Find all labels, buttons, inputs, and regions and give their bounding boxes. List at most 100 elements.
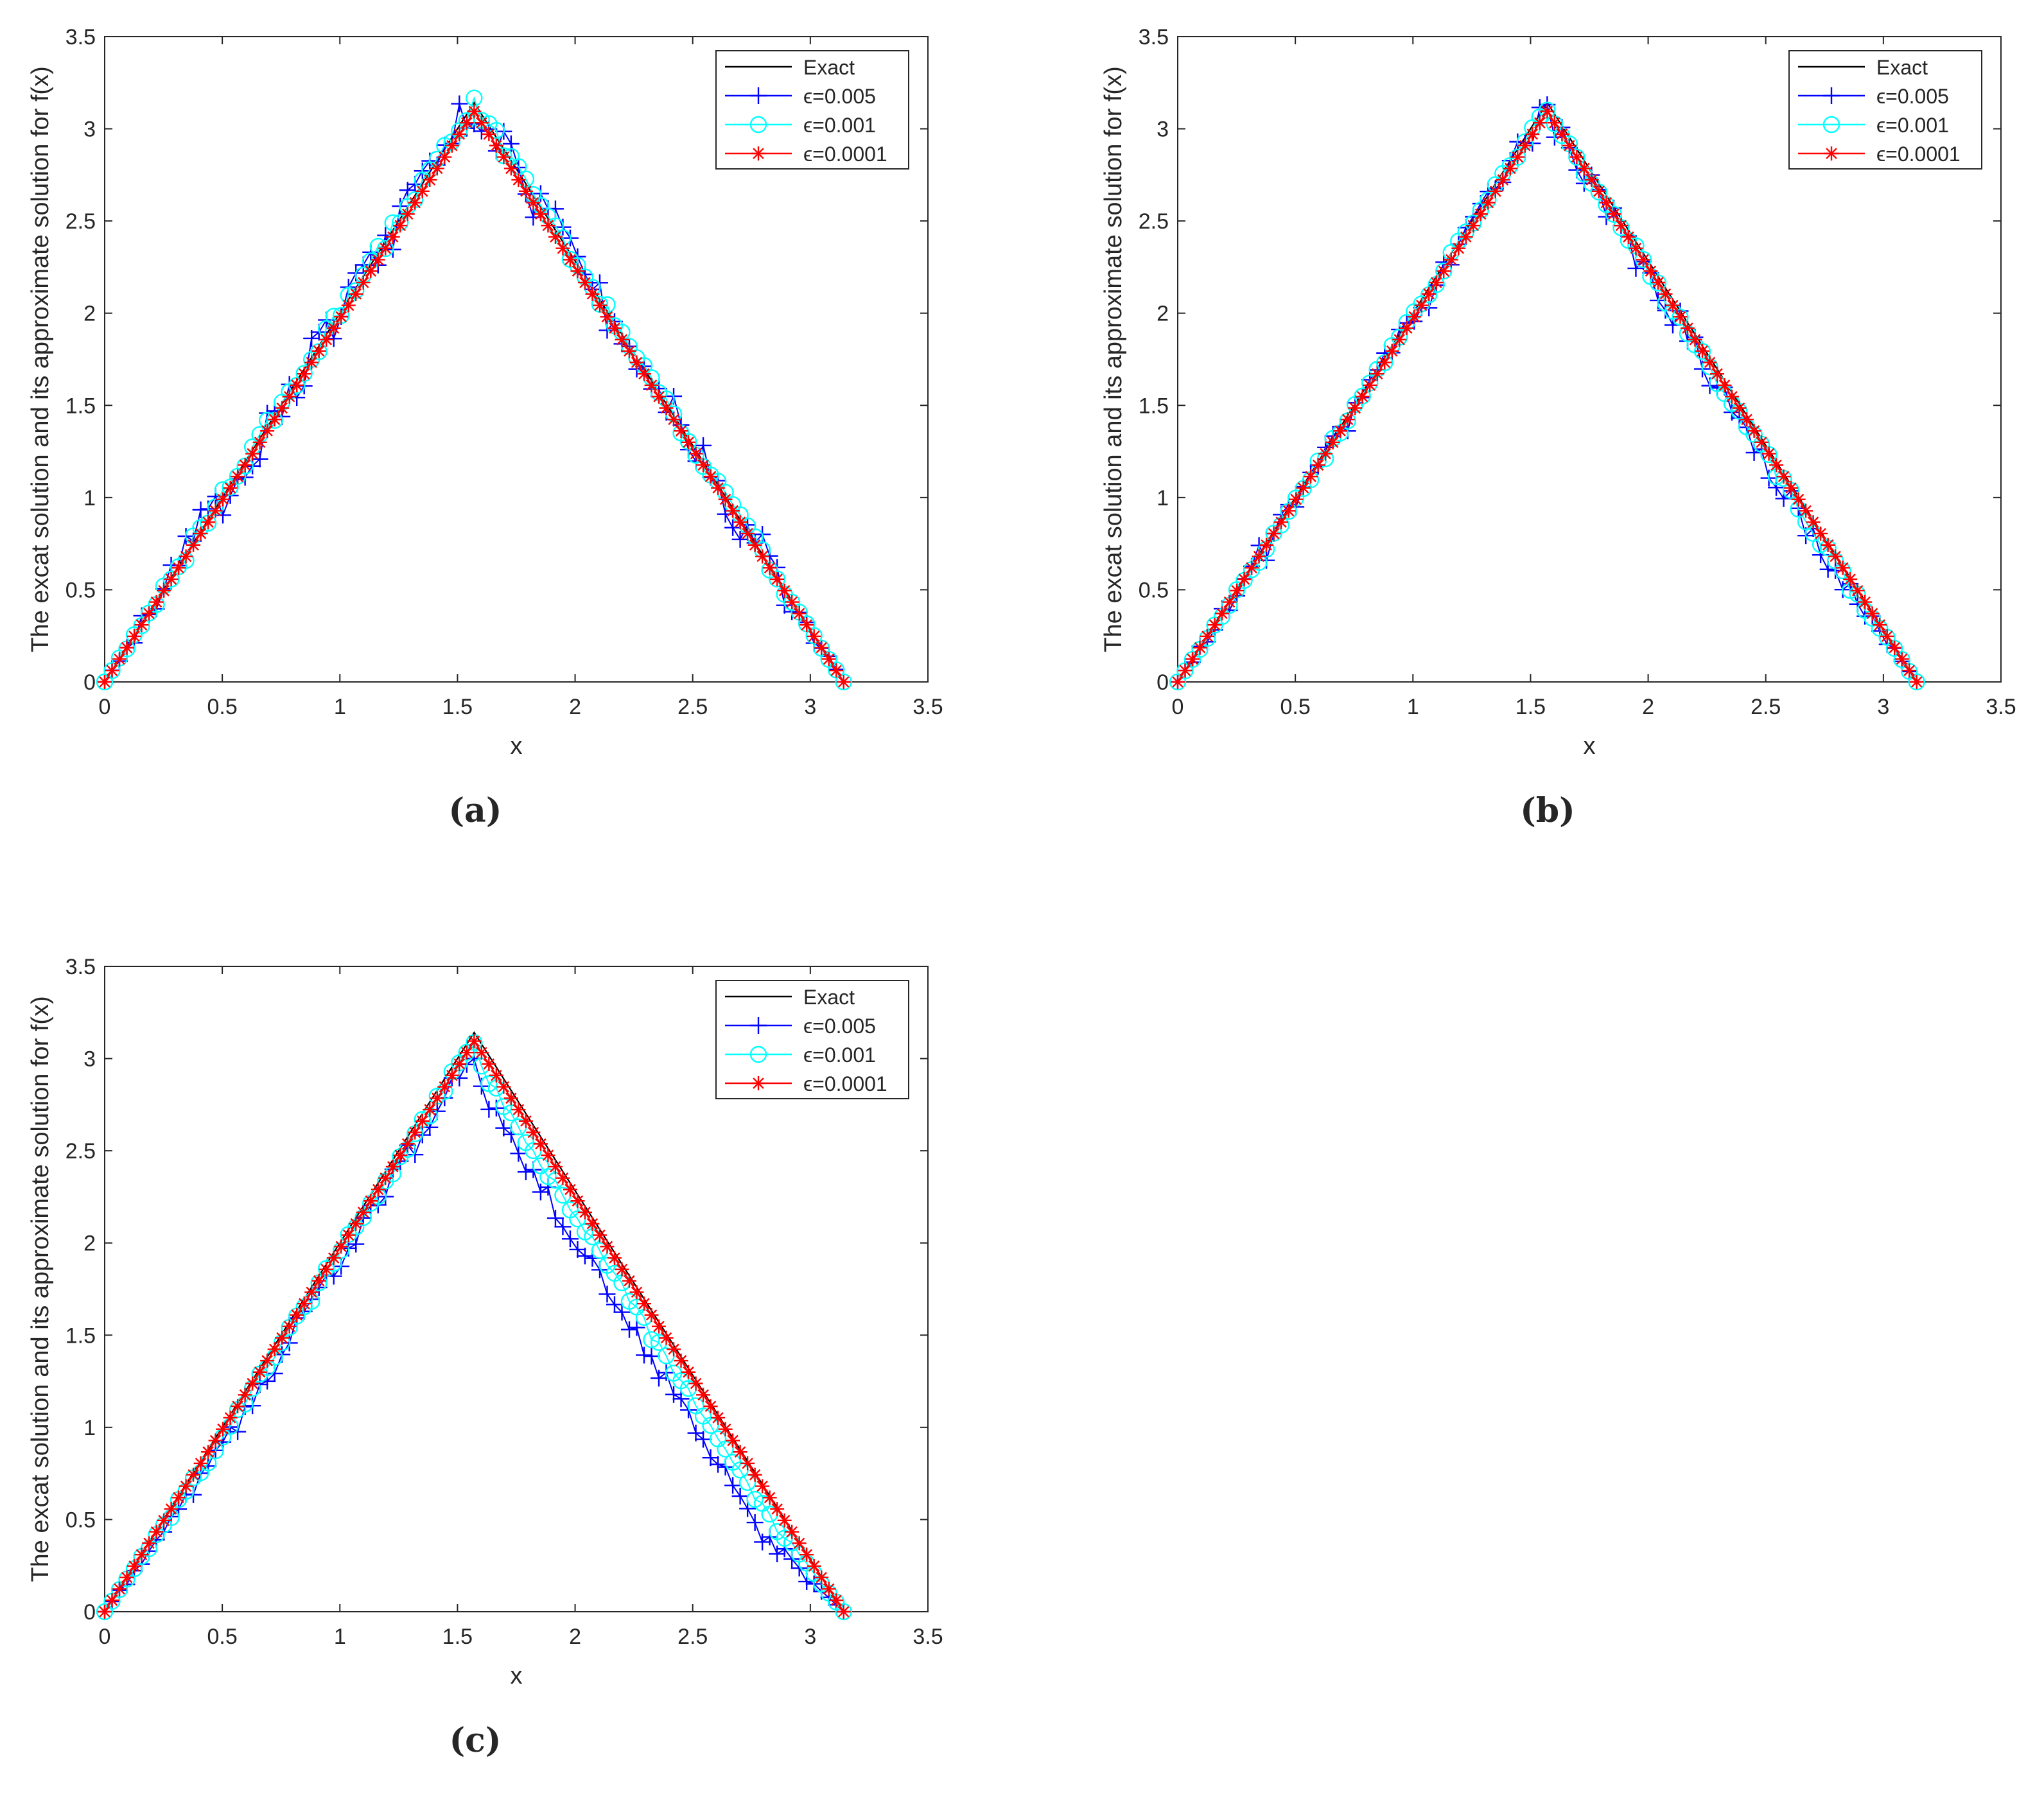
asterisk-stroke: [446, 1069, 458, 1081]
asterisk-stroke: [1785, 482, 1797, 494]
asterisk-marker: [652, 389, 667, 404]
asterisk-marker: [644, 1307, 659, 1322]
asterisk-stroke: [749, 1469, 761, 1481]
asterisk-marker: [223, 480, 238, 495]
asterisk-marker: [474, 116, 489, 130]
asterisk-marker: [482, 126, 496, 141]
asterisk-marker: [1569, 150, 1584, 164]
asterisk-stroke: [1231, 585, 1243, 597]
series-asterisk: [98, 104, 851, 689]
asterisk-stroke: [402, 1138, 414, 1150]
asterisk-stroke: [1881, 631, 1893, 642]
asterisk-marker: [127, 629, 142, 643]
asterisk-stroke: [753, 148, 764, 159]
asterisk-marker: [1481, 195, 1496, 210]
circle-marker: [805, 627, 823, 645]
circle-marker: [1634, 250, 1652, 268]
asterisk-stroke: [1792, 493, 1804, 505]
asterisk-stroke: [239, 1389, 251, 1401]
asterisk-marker: [1695, 344, 1710, 358]
asterisk-marker: [252, 435, 267, 449]
x-tick-label: 1: [1407, 695, 1419, 719]
asterisk-stroke: [638, 1298, 650, 1309]
asterisk-marker: [1274, 515, 1289, 530]
asterisk-stroke: [675, 425, 687, 437]
asterisk-marker: [1458, 229, 1473, 244]
asterisk-marker: [1599, 195, 1614, 210]
asterisk-stroke: [527, 196, 539, 209]
asterisk-marker: [674, 1354, 688, 1368]
asterisk-stroke: [188, 539, 199, 551]
asterisk-marker: [1363, 378, 1377, 392]
asterisk-stroke: [165, 573, 177, 585]
asterisk-marker: [1673, 310, 1688, 324]
asterisk-stroke: [380, 1172, 392, 1184]
asterisk-marker: [496, 1079, 511, 1094]
asterisk-marker: [408, 1125, 423, 1140]
legend-item: Exact: [725, 56, 855, 79]
asterisk-marker: [814, 640, 829, 655]
asterisk-marker: [1237, 572, 1252, 587]
asterisk-stroke: [653, 1320, 665, 1332]
asterisk-stroke: [387, 1161, 399, 1173]
asterisk-marker: [1318, 446, 1333, 461]
asterisk-stroke: [1822, 539, 1834, 551]
circle-marker: [1568, 148, 1585, 166]
asterisk-marker: [349, 286, 363, 301]
asterisk-marker: [1577, 161, 1591, 176]
asterisk-stroke: [1327, 437, 1339, 448]
asterisk-marker: [592, 298, 607, 313]
asterisk-marker: [1835, 561, 1850, 575]
asterisk-marker: [1437, 264, 1451, 279]
asterisk-stroke: [778, 1515, 791, 1526]
asterisk-stroke: [1830, 550, 1841, 562]
asterisk-stroke: [550, 231, 561, 243]
asterisk-stroke: [1223, 596, 1236, 608]
asterisk-marker: [770, 1502, 785, 1517]
asterisk-marker: [762, 561, 777, 575]
asterisk-marker: [740, 526, 755, 541]
asterisk-stroke: [283, 1320, 295, 1332]
asterisk-marker: [1680, 321, 1695, 336]
asterisk-stroke: [1859, 596, 1871, 608]
asterisk-stroke: [778, 585, 791, 597]
circle-marker: [1509, 148, 1526, 166]
asterisk-marker: [489, 138, 503, 153]
asterisk-stroke: [734, 1446, 746, 1458]
asterisk-marker: [275, 1330, 290, 1345]
asterisk-marker: [385, 229, 400, 244]
asterisk-marker: [171, 561, 186, 575]
asterisk-stroke: [128, 631, 140, 642]
asterisk-stroke: [1320, 448, 1331, 460]
asterisk-stroke: [1638, 254, 1649, 266]
asterisk-stroke: [453, 128, 466, 140]
legend-label: ϵ=0.001: [803, 1043, 876, 1067]
asterisk-stroke: [261, 1355, 273, 1366]
asterisk-stroke: [417, 1115, 428, 1127]
asterisk-marker: [629, 355, 644, 370]
x-tick-label: 3: [1877, 695, 1889, 719]
asterisk-stroke: [1497, 174, 1509, 186]
asterisk-stroke: [527, 1126, 539, 1138]
asterisk-stroke: [816, 1571, 827, 1583]
asterisk-stroke: [1282, 505, 1295, 517]
asterisk-marker: [777, 583, 792, 598]
asterisk-stroke: [247, 448, 258, 460]
asterisk-stroke: [1733, 402, 1745, 414]
asterisk-marker: [600, 1239, 615, 1254]
asterisk-marker: [541, 1148, 555, 1163]
asterisk-stroke: [283, 390, 295, 403]
circle-marker: [1280, 503, 1297, 520]
asterisk-marker: [1259, 537, 1274, 552]
asterisk-stroke: [624, 345, 635, 357]
asterisk-marker: [363, 264, 378, 279]
x-tick-label: 1.5: [1516, 695, 1546, 719]
asterisk-marker: [792, 1536, 807, 1551]
asterisk-stroke: [512, 174, 525, 186]
asterisk-marker: [718, 492, 733, 507]
asterisk-marker: [311, 1273, 326, 1288]
asterisk-stroke: [468, 1035, 480, 1047]
asterisk-stroke: [719, 1423, 731, 1435]
asterisk-stroke: [1393, 334, 1405, 345]
asterisk-marker: [1865, 606, 1880, 621]
